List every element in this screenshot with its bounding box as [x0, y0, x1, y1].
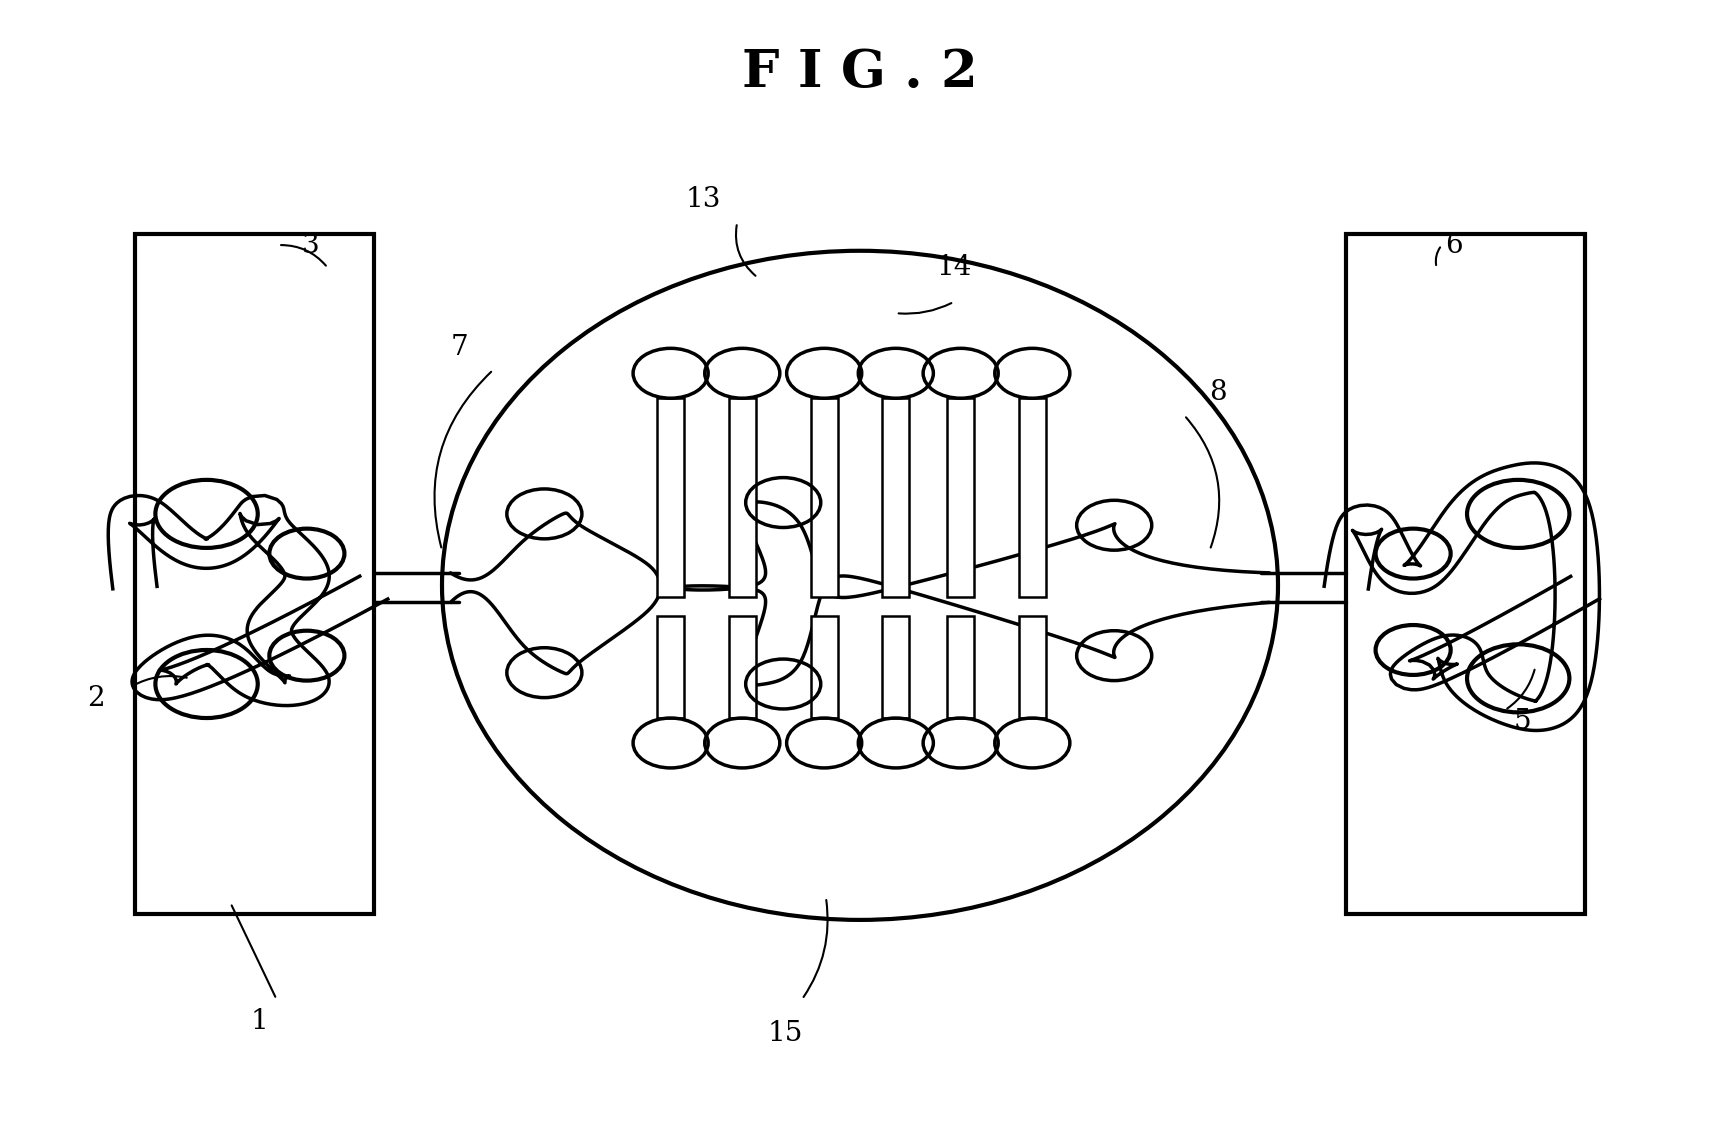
Bar — [729, 398, 755, 597]
Text: 1: 1 — [251, 1008, 268, 1035]
Bar — [729, 616, 755, 718]
Text: 15: 15 — [767, 1019, 803, 1047]
Bar — [134, 234, 373, 914]
Bar — [948, 616, 974, 718]
Text: 13: 13 — [685, 186, 721, 214]
Bar — [1347, 234, 1586, 914]
Bar — [882, 616, 910, 718]
Text: F I G . 2: F I G . 2 — [741, 47, 979, 98]
Text: 2: 2 — [86, 685, 105, 712]
Bar — [810, 616, 838, 718]
Text: 14: 14 — [936, 255, 972, 281]
Text: 8: 8 — [1209, 379, 1226, 406]
Bar — [1018, 616, 1046, 718]
Bar — [882, 398, 910, 597]
Bar — [657, 398, 685, 597]
Bar — [657, 616, 685, 718]
Text: 6: 6 — [1445, 232, 1462, 258]
Bar — [948, 398, 974, 597]
Text: 7: 7 — [451, 334, 468, 360]
Bar — [810, 398, 838, 597]
Bar — [1018, 398, 1046, 597]
Text: 5: 5 — [1514, 708, 1531, 735]
Text: 3: 3 — [301, 232, 320, 258]
